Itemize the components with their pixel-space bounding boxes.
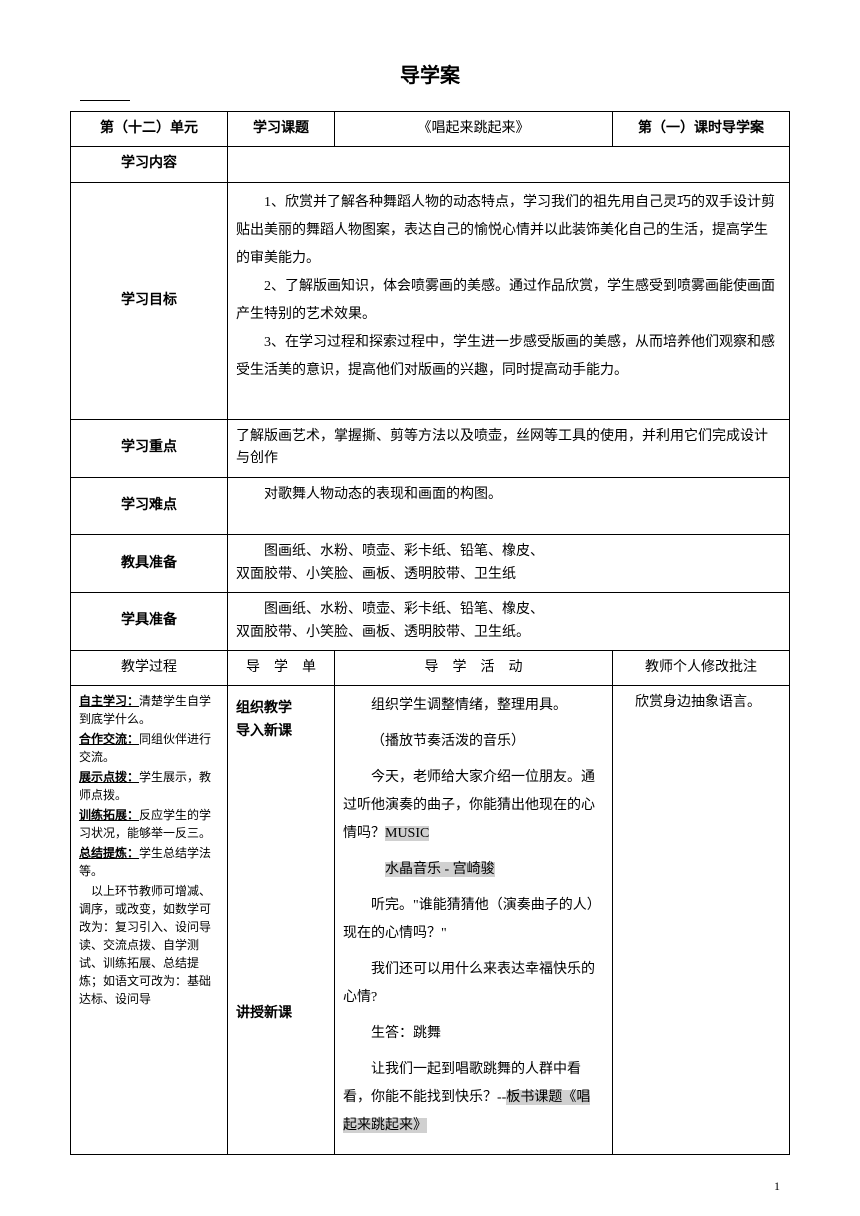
goal-value: 1、欣赏并了解各种舞蹈人物的动态特点，学习我们的祖先用自己灵巧的双手设计剪贴出美… <box>228 182 790 419</box>
learn-tool-value: 图画纸、水粉、喷壶、彩卡纸、铅笔、橡皮、 双面胶带、小笑脸、画板、透明胶带、卫生… <box>228 593 790 651</box>
col-notes: 教师个人修改批注 <box>613 650 790 685</box>
learn-tool-l2: 双面胶带、小笑脸、画板、透明胶带、卫生纸。 <box>236 622 781 644</box>
underline-decor <box>80 100 130 101</box>
act-a5: 听完。"谁能猜猜他（演奏曲子的人）现在的心情吗？" <box>343 892 604 948</box>
content-label: 学习内容 <box>71 147 228 182</box>
teach-tool-label: 教具准备 <box>71 535 228 593</box>
keypoint-label: 学习重点 <box>71 419 228 477</box>
col-process: 教学过程 <box>71 650 228 685</box>
learn-tool-l1: 图画纸、水粉、喷壶、彩卡纸、铅笔、橡皮、 <box>236 599 781 621</box>
goal-p2: 2、了解版画知识，体会喷雾画的美感。通过作品欣赏，学生感受到喷雾画能使画面产生特… <box>236 273 781 329</box>
activity-cell: 组织学生调整情绪，整理用具。 （播放节奏活泼的音乐） 今天，老师给大家介绍一位朋… <box>335 686 613 1155</box>
proc-l2a: 合作交流： <box>79 732 139 746</box>
notes-cell: 欣赏身边抽象语言。 <box>613 686 790 1155</box>
col-sheet: 导 学 单 <box>228 650 335 685</box>
act-a4-hl: 水晶音乐 - 宫崎骏 <box>385 862 495 877</box>
goal-p1: 1、欣赏并了解各种舞蹈人物的动态特点，学习我们的祖先用自己灵巧的双手设计剪贴出美… <box>236 189 781 273</box>
difficulty-value: 对歌舞人物动态的表现和画面的构图。 <box>228 477 790 535</box>
teach-tool-l2: 双面胶带、小笑脸、画板、透明胶带、卫生纸 <box>236 564 781 586</box>
act-a4-wrap: 水晶音乐 - 宫崎骏 <box>343 856 604 884</box>
body-row: 自主学习：清楚学生自学到底学什么。 合作交流：同组伙伴进行交流。 展示点拨：学生… <box>71 686 790 1155</box>
difficulty-text: 对歌舞人物动态的表现和画面的构图。 <box>236 484 502 506</box>
unit-cell: 第（十二）单元 <box>71 112 228 147</box>
proc-l4a: 训练拓展： <box>79 808 139 822</box>
topic-label-cell: 学习课题 <box>228 112 335 147</box>
proc-l5a: 总结提炼： <box>79 846 139 860</box>
teach-tool-l1: 图画纸、水粉、喷壶、彩卡纸、铅笔、橡皮、 <box>236 541 781 563</box>
act-a3-hl: MUSIC <box>385 826 429 841</box>
content-row: 学习内容 <box>71 147 790 182</box>
difficulty-label: 学习难点 <box>71 477 228 535</box>
act-a7: 生答：跳舞 <box>343 1020 604 1048</box>
sheet-cell: 组织教学 导入新课 讲授新课 <box>228 686 335 1155</box>
content-value <box>228 147 790 182</box>
proc-l3a: 展示点拨： <box>79 770 139 784</box>
goal-p3: 3、在学习过程和探索过程中，学生进一步感受版画的美感，从而培养他们观察和感受生活… <box>236 329 781 385</box>
sheet-s1: 组织教学 <box>236 698 326 720</box>
act-a8-wrap: 让我们一起到唱歌跳舞的人群中看看，你能不能找到快乐？--板书课题《唱起来跳起来》 <box>343 1056 604 1140</box>
difficulty-row: 学习难点 对歌舞人物动态的表现和画面的构图。 <box>71 477 790 535</box>
teach-tool-row: 教具准备 图画纸、水粉、喷壶、彩卡纸、铅笔、橡皮、 双面胶带、小笑脸、画板、透明… <box>71 535 790 593</box>
process-cell: 自主学习：清楚学生自学到底学什么。 合作交流：同组伙伴进行交流。 展示点拨：学生… <box>71 686 228 1155</box>
col-activity: 导 学 活 动 <box>335 650 613 685</box>
goal-label: 学习目标 <box>71 182 228 419</box>
act-a1: 组织学生调整情绪，整理用具。 <box>343 692 604 720</box>
sub-header-row: 教学过程 导 学 单 导 学 活 动 教师个人修改批注 <box>71 650 790 685</box>
proc-l1a: 自主学习： <box>79 694 139 708</box>
goal-row: 学习目标 1、欣赏并了解各种舞蹈人物的动态特点，学习我们的祖先用自己灵巧的双手设… <box>71 182 790 419</box>
proc-l6: 以上环节教师可增减、调序，或改变，如数学可改为：复习引入、设问导读、交流点拨、自… <box>79 882 219 1008</box>
keypoint-row: 学习重点 了解版画艺术，掌握撕、剪等方法以及喷壶，丝网等工具的使用，并利用它们完… <box>71 419 790 477</box>
header-row: 第（十二）单元 学习课题 《唱起来跳起来》 第（一）课时导学案 <box>71 112 790 147</box>
sheet-s3: 讲授新课 <box>236 1003 326 1025</box>
learn-tool-row: 学具准备 图画纸、水粉、喷壶、彩卡纸、铅笔、橡皮、 双面胶带、小笑脸、画板、透明… <box>71 593 790 651</box>
act-a2: （播放节奏活泼的音乐） <box>343 728 604 756</box>
keypoint-value: 了解版画艺术，掌握撕、剪等方法以及喷壶，丝网等工具的使用，并利用它们完成设计与创… <box>228 419 790 477</box>
learn-tool-label: 学具准备 <box>71 593 228 651</box>
act-a3: 今天，老师给大家介绍一位朋友。通过听他演奏的曲子，你能猜出他现在的心情吗？ <box>343 770 595 841</box>
doc-title: 导学案 <box>70 60 790 92</box>
lesson-cell: 第（一）课时导学案 <box>613 112 790 147</box>
page-number: 1 <box>774 1177 780 1196</box>
lesson-plan-table: 第（十二）单元 学习课题 《唱起来跳起来》 第（一）课时导学案 学习内容 学习目… <box>70 111 790 1155</box>
act-a6: 我们还可以用什么来表达幸福快乐的心情? <box>343 956 604 1012</box>
teach-tool-value: 图画纸、水粉、喷壶、彩卡纸、铅笔、橡皮、 双面胶带、小笑脸、画板、透明胶带、卫生… <box>228 535 790 593</box>
act-a3-wrap: 今天，老师给大家介绍一位朋友。通过听他演奏的曲子，你能猜出他现在的心情吗？MUS… <box>343 764 604 848</box>
topic-value-cell: 《唱起来跳起来》 <box>335 112 613 147</box>
sheet-s2: 导入新课 <box>236 721 326 743</box>
